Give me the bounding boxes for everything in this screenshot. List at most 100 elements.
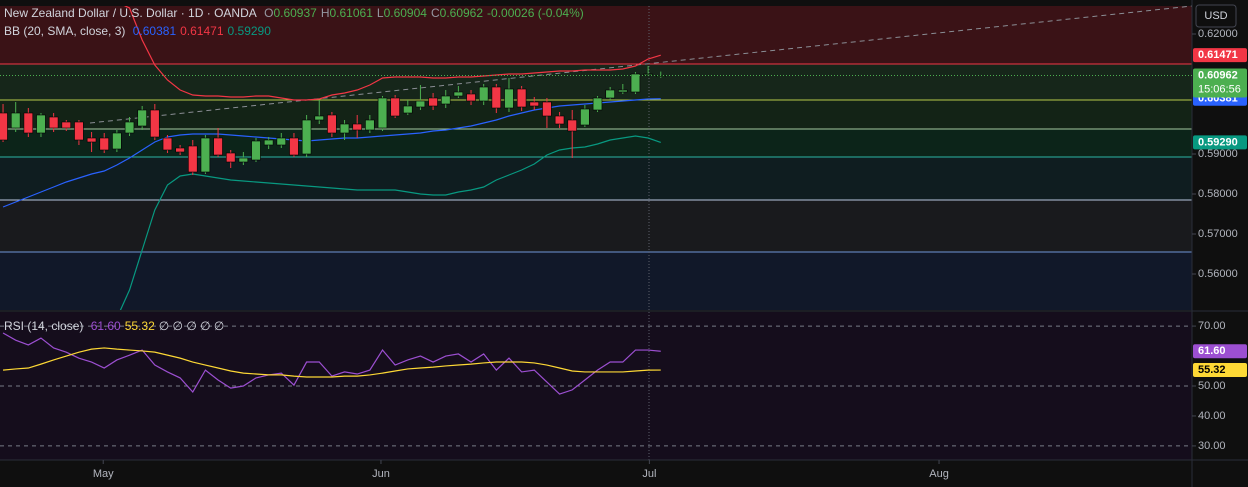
change: -0.00026 (-0.04%) bbox=[487, 6, 584, 20]
x-tick-label: Aug bbox=[929, 468, 949, 480]
candle-body bbox=[529, 101, 540, 107]
countdown: 15:06:56 bbox=[1198, 83, 1241, 95]
y-tick-label: 40.00 bbox=[1198, 410, 1226, 422]
y-tick-label: 70.00 bbox=[1198, 320, 1226, 332]
candle-body bbox=[377, 97, 388, 129]
y-tick-label: 0.62000 bbox=[1198, 28, 1238, 40]
candle-body bbox=[516, 88, 527, 108]
y-tick-label: 50.00 bbox=[1198, 380, 1226, 392]
x-tick-label: Jun bbox=[372, 468, 390, 480]
y-tick-label: 0.58000 bbox=[1198, 188, 1238, 200]
indicator-title: BB (20, SMA, close, 3) bbox=[4, 24, 126, 38]
candle-body bbox=[225, 152, 236, 163]
candle-body bbox=[567, 119, 577, 132]
ohlc-label: H bbox=[320, 6, 330, 20]
ohlc-value: 0.61061 bbox=[329, 6, 373, 20]
candle-body bbox=[390, 97, 400, 117]
placeholders: ∅ ∅ ∅ ∅ ∅ bbox=[158, 319, 225, 333]
y-tick-label: 30.00 bbox=[1198, 440, 1226, 452]
candle-body bbox=[162, 137, 173, 151]
candle-body bbox=[86, 137, 97, 143]
candle-body bbox=[441, 95, 451, 105]
price-badge-label: 0.60962 bbox=[1198, 69, 1238, 81]
rsi-line bbox=[2, 347, 661, 378]
x-tick-label: May bbox=[93, 468, 114, 480]
currency[interactable]: USD bbox=[1204, 10, 1227, 22]
x-tick-label: Jul bbox=[642, 468, 656, 480]
candle-body bbox=[10, 112, 21, 129]
candle-body bbox=[592, 97, 603, 111]
candle-body bbox=[263, 139, 274, 146]
y-tick-label: 0.56000 bbox=[1198, 268, 1238, 280]
ohlc-value: 0.60937 bbox=[273, 6, 317, 20]
candle-body bbox=[403, 105, 413, 114]
ohlc-value: 0.60962 bbox=[439, 6, 484, 20]
candle-body bbox=[428, 97, 438, 107]
y-tick-label: 0.59000 bbox=[1198, 148, 1238, 160]
candle-body bbox=[137, 109, 147, 127]
candle-body bbox=[238, 157, 249, 163]
candle-body bbox=[48, 116, 59, 129]
candle-body bbox=[352, 123, 362, 131]
price-badge bbox=[1193, 68, 1247, 98]
zone bbox=[0, 6, 1192, 64]
candle-body bbox=[542, 101, 552, 117]
y-tick-label: 0.57000 bbox=[1198, 228, 1238, 240]
fib-zones bbox=[0, 6, 1192, 310]
candle-body bbox=[580, 108, 590, 126]
candle-body bbox=[478, 86, 489, 102]
candle-body bbox=[289, 137, 299, 156]
candle-body bbox=[112, 132, 122, 150]
price-badge bbox=[1193, 48, 1247, 63]
candle-body bbox=[618, 89, 628, 93]
candle-body bbox=[150, 109, 160, 138]
candle-body bbox=[23, 112, 34, 134]
candle-body bbox=[175, 147, 185, 153]
candle-body bbox=[301, 119, 312, 155]
price-badge bbox=[1193, 363, 1247, 378]
candle-body bbox=[74, 121, 84, 141]
candle-body bbox=[213, 137, 223, 156]
candle-body bbox=[327, 114, 337, 134]
candle-body bbox=[643, 73, 653, 76]
candle-body bbox=[314, 115, 324, 121]
candle-body bbox=[61, 121, 72, 129]
indicator-value: 61.60 bbox=[90, 319, 121, 333]
candle-body bbox=[124, 121, 135, 134]
trend-line bbox=[89, 5, 1193, 124]
indicator-value: 0.59290 bbox=[227, 24, 271, 38]
bollinger-line bbox=[123, 6, 661, 101]
candle-body bbox=[99, 137, 109, 151]
symbol-legend: New Zealand Dollar / U.S. Dollar · 1D · … bbox=[4, 6, 588, 20]
candle-body bbox=[188, 145, 198, 173]
candle-body bbox=[251, 140, 261, 161]
zone bbox=[0, 157, 1192, 200]
candle-body bbox=[36, 114, 46, 134]
main-plot bbox=[0, 6, 1192, 310]
candle-body bbox=[504, 88, 514, 109]
bb-legend: BB (20, SMA, close, 3) 0.60381 0.61471 0.5… bbox=[4, 24, 275, 38]
candle-body bbox=[453, 91, 464, 97]
candle-body bbox=[554, 115, 565, 125]
candle-body bbox=[491, 86, 502, 109]
ohlc-value: 0.60904 bbox=[383, 6, 427, 20]
indicator-value: 0.60381 bbox=[132, 24, 177, 38]
price-badge-label: 55.32 bbox=[1198, 364, 1226, 376]
price-badge-label: 61.60 bbox=[1198, 345, 1226, 357]
price-badge bbox=[1193, 135, 1247, 150]
candle-body bbox=[339, 123, 350, 134]
ohlc-label: C bbox=[430, 6, 440, 20]
candle-body bbox=[276, 137, 287, 146]
candle-body bbox=[630, 73, 641, 93]
indicator-title: RSI (14, close) bbox=[4, 319, 84, 333]
candle-body bbox=[605, 89, 615, 99]
candle-body bbox=[200, 137, 211, 173]
price-badge-label: 0.61471 bbox=[1198, 49, 1238, 61]
price-badge bbox=[1193, 344, 1247, 359]
candle-body bbox=[415, 100, 426, 108]
currency-button[interactable] bbox=[1195, 4, 1237, 28]
candle-body bbox=[0, 112, 8, 141]
rsi-legend: RSI (14, close) 61.60 55.32 ∅ ∅ ∅ ∅ ∅ bbox=[4, 319, 228, 333]
